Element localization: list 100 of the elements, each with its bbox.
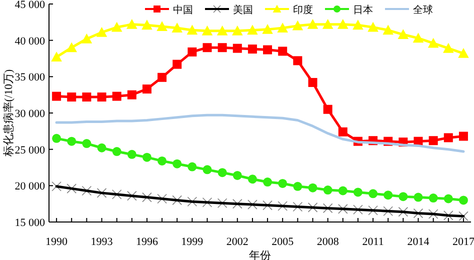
point [142,20,152,30]
point [398,29,409,40]
point [158,156,167,166]
point [172,60,182,69]
point [127,150,136,159]
point [202,165,212,174]
x-tick-label: 2008 [316,236,340,248]
point [398,192,408,202]
x-tick-label: 2017 [452,236,474,248]
point [338,186,348,196]
point [126,18,138,29]
legend-label: 印度 [293,4,313,16]
point [97,143,106,152]
point [188,162,197,172]
point [263,45,272,54]
point [262,24,273,34]
point [112,92,122,101]
y-tick-label: 25 000 [14,144,46,156]
point [172,22,183,32]
point [172,159,182,168]
x-tick-label: 1999 [181,236,204,248]
y-tick-label: 35 000 [14,72,46,84]
x-tick-label: 2002 [226,236,248,248]
point [232,25,243,36]
point [278,178,288,188]
point [412,32,424,43]
point [458,196,468,205]
x-tick-label: 2014 [407,236,430,248]
y-tick-label: 20 000 [14,180,46,193]
point [232,44,242,53]
point [292,20,304,30]
point [97,92,106,102]
point [337,18,348,29]
y-tick-label: 45 000 [14,0,46,11]
legend-label: 日本 [353,4,373,16]
point [442,42,454,53]
y-tick-label: 40 000 [14,35,46,48]
point [51,52,62,62]
point [428,136,438,146]
point [307,18,318,29]
point [248,44,257,54]
point [322,18,334,29]
point [368,22,378,32]
x-tick-label: 1990 [46,236,68,248]
x-tick-label: 1993 [90,236,114,248]
point [458,48,469,58]
point [444,133,453,142]
legend-label: 美国 [233,4,253,16]
point [368,189,378,198]
legend-label: 全球 [413,4,433,16]
point [263,178,272,187]
point [156,21,168,32]
point [308,183,318,192]
point [458,132,468,141]
point [82,139,92,148]
point [247,24,258,35]
x-tick-label: 2011 [362,236,384,248]
point [142,84,152,94]
point [414,192,423,202]
point [428,194,438,203]
point [188,47,197,56]
point [382,24,394,35]
point [82,92,92,102]
point [142,152,152,162]
y-tick-label: 30 000 [14,108,46,120]
x-tick-label: 1996 [136,236,158,248]
point [232,170,242,180]
point [218,43,227,52]
point [81,33,92,44]
point [338,127,348,136]
point [353,188,362,197]
point [186,24,198,35]
point [202,25,213,36]
y-tick-label: 15 000 [14,217,46,229]
legend-label: 中国 [173,4,193,16]
x-tick-label: 2005 [272,236,294,248]
point [52,134,62,143]
point [66,42,78,52]
point [384,190,393,200]
point [277,22,288,32]
point [278,46,288,56]
point [352,20,364,30]
point [127,90,136,100]
point [112,147,122,156]
point [293,182,302,191]
point [67,136,76,146]
point [308,78,318,87]
point [96,26,108,37]
point [323,186,332,195]
point [323,104,332,114]
y-axis-title: 标化患病率(/10万) [2,68,15,158]
point [111,22,122,32]
point [428,38,439,48]
point [444,194,453,204]
point [67,92,76,102]
point [52,92,62,101]
point [293,56,302,66]
line-series [55,114,465,153]
point [218,168,227,178]
point [202,43,212,52]
